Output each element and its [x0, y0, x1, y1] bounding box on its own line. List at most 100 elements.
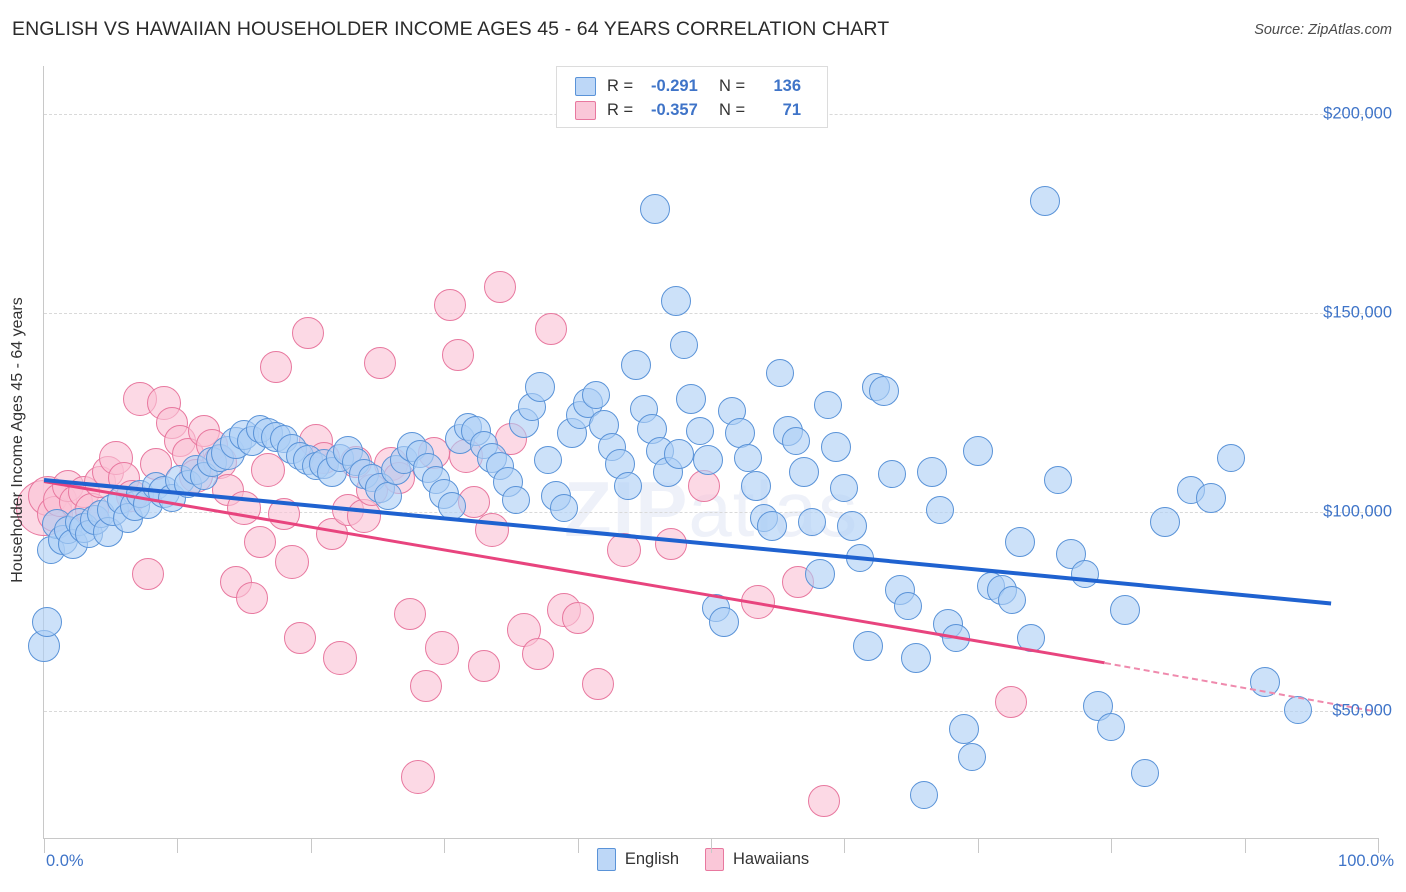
- data-point-english[interactable]: [1017, 623, 1046, 652]
- data-point-hawaiians[interactable]: [292, 316, 325, 349]
- data-point-english[interactable]: [901, 642, 932, 673]
- data-point-english[interactable]: [789, 457, 820, 488]
- stats-row-hawaiians: R = -0.357 N = 71: [557, 98, 827, 122]
- data-point-english[interactable]: [1109, 594, 1140, 625]
- data-point-english[interactable]: [661, 286, 692, 317]
- data-point-hawaiians[interactable]: [607, 533, 642, 568]
- data-point-hawaiians[interactable]: [475, 513, 510, 548]
- data-point-english[interactable]: [1149, 507, 1180, 538]
- data-point-english[interactable]: [675, 383, 706, 414]
- data-point-english[interactable]: [757, 511, 788, 542]
- data-point-hawaiians[interactable]: [393, 597, 426, 630]
- data-point-english[interactable]: [1097, 713, 1126, 742]
- data-point-hawaiians[interactable]: [227, 491, 262, 526]
- data-point-english[interactable]: [878, 460, 907, 489]
- data-point-hawaiians[interactable]: [268, 498, 301, 531]
- x-axis-tick: [977, 838, 979, 853]
- data-point-english[interactable]: [1005, 527, 1036, 558]
- data-point-hawaiians[interactable]: [654, 528, 687, 561]
- data-point-english[interactable]: [534, 446, 563, 475]
- data-point-hawaiians[interactable]: [433, 289, 466, 322]
- data-point-english[interactable]: [550, 494, 579, 523]
- data-point-english[interactable]: [821, 431, 852, 462]
- data-point-english[interactable]: [998, 585, 1027, 614]
- data-point-english[interactable]: [670, 330, 699, 359]
- data-point-english[interactable]: [438, 492, 467, 521]
- data-point-english[interactable]: [621, 349, 652, 380]
- data-point-english[interactable]: [1130, 759, 1159, 788]
- data-point-english[interactable]: [31, 606, 62, 637]
- data-point-english[interactable]: [693, 445, 724, 476]
- data-point-english[interactable]: [686, 416, 715, 445]
- data-point-english[interactable]: [1249, 666, 1280, 697]
- data-point-hawaiians[interactable]: [260, 350, 293, 383]
- data-point-english[interactable]: [725, 417, 756, 448]
- source-attribution: Source: ZipAtlas.com: [1254, 22, 1392, 38]
- y-axis-tick-label: $50,000: [1332, 701, 1392, 720]
- data-point-english[interactable]: [837, 511, 868, 542]
- y-axis-tick-label: $200,000: [1323, 104, 1392, 123]
- data-point-english[interactable]: [1029, 186, 1060, 217]
- data-point-hawaiians[interactable]: [251, 453, 286, 488]
- data-point-english[interactable]: [805, 559, 836, 590]
- data-point-hawaiians[interactable]: [409, 669, 442, 702]
- series-legend: English Hawaiians: [0, 848, 1406, 871]
- x-axis-tick: [310, 838, 312, 853]
- data-point-english[interactable]: [582, 380, 611, 409]
- data-point-english[interactable]: [502, 486, 531, 515]
- data-point-english[interactable]: [798, 508, 827, 537]
- data-point-english[interactable]: [525, 371, 556, 402]
- data-point-english[interactable]: [1070, 560, 1099, 589]
- data-point-hawaiians[interactable]: [468, 649, 501, 682]
- data-point-english[interactable]: [1283, 695, 1312, 724]
- data-point-hawaiians[interactable]: [323, 640, 358, 675]
- data-point-english[interactable]: [949, 714, 980, 745]
- data-point-english[interactable]: [853, 630, 884, 661]
- data-point-hawaiians[interactable]: [275, 545, 310, 580]
- data-point-hawaiians[interactable]: [521, 637, 554, 670]
- x-axis-tick: [711, 838, 712, 853]
- data-point-hawaiians[interactable]: [581, 667, 614, 700]
- data-point-hawaiians[interactable]: [534, 312, 567, 345]
- data-point-english[interactable]: [1196, 483, 1227, 514]
- data-point-english[interactable]: [894, 591, 923, 620]
- legend-item-hawaiians[interactable]: Hawaiians: [705, 848, 809, 871]
- data-point-english[interactable]: [846, 544, 875, 573]
- data-point-english[interactable]: [869, 375, 900, 406]
- data-point-english[interactable]: [709, 606, 740, 637]
- data-point-hawaiians[interactable]: [364, 346, 397, 379]
- data-point-hawaiians[interactable]: [995, 685, 1028, 718]
- data-point-english[interactable]: [374, 482, 403, 511]
- data-point-english[interactable]: [917, 457, 948, 488]
- data-point-english[interactable]: [663, 439, 694, 470]
- data-point-hawaiians[interactable]: [441, 338, 474, 371]
- data-point-english[interactable]: [734, 444, 763, 473]
- data-point-english[interactable]: [814, 390, 843, 419]
- data-point-english[interactable]: [942, 623, 971, 652]
- data-point-hawaiians[interactable]: [132, 558, 165, 591]
- data-point-hawaiians[interactable]: [236, 581, 269, 614]
- data-point-english[interactable]: [639, 194, 670, 225]
- data-point-english[interactable]: [830, 474, 859, 503]
- data-point-hawaiians[interactable]: [424, 630, 459, 665]
- data-point-english[interactable]: [910, 781, 939, 810]
- data-point-hawaiians[interactable]: [561, 601, 594, 634]
- data-point-hawaiians[interactable]: [244, 526, 277, 559]
- data-point-hawaiians[interactable]: [688, 470, 721, 503]
- data-point-english[interactable]: [958, 743, 987, 772]
- data-point-english[interactable]: [614, 472, 643, 501]
- data-point-hawaiians[interactable]: [400, 760, 435, 795]
- data-point-english[interactable]: [1043, 466, 1072, 495]
- data-point-hawaiians[interactable]: [740, 584, 775, 619]
- data-point-hawaiians[interactable]: [484, 271, 517, 304]
- data-point-english[interactable]: [741, 471, 772, 502]
- data-point-english[interactable]: [782, 426, 811, 455]
- data-point-hawaiians[interactable]: [284, 621, 317, 654]
- legend-item-english[interactable]: English: [596, 848, 679, 871]
- data-point-english[interactable]: [1217, 444, 1246, 473]
- data-point-english[interactable]: [766, 358, 795, 387]
- data-point-english[interactable]: [962, 435, 993, 466]
- data-point-hawaiians[interactable]: [808, 785, 841, 818]
- data-point-english[interactable]: [926, 496, 955, 525]
